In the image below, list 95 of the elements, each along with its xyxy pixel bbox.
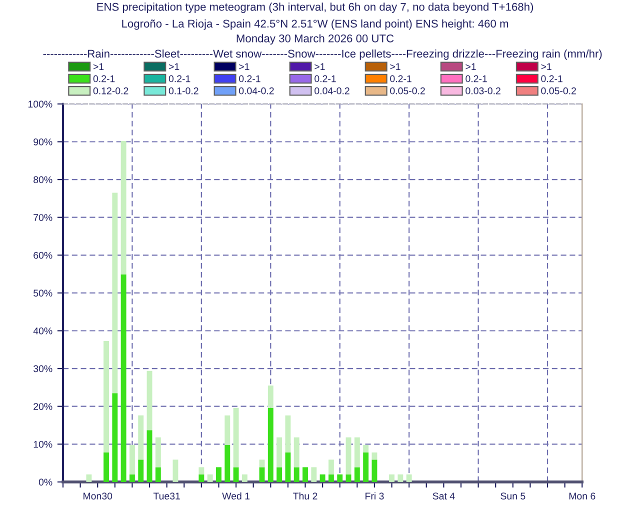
bar [216, 467, 222, 482]
bar [294, 437, 300, 468]
bar [138, 415, 144, 460]
bar [398, 474, 404, 482]
legend-label: 0.2-1 [168, 75, 190, 82]
legend-label: 0.05-0.2 [390, 87, 425, 94]
bar [389, 474, 394, 482]
y-tick-label: 0% [38, 478, 52, 486]
bar [233, 408, 239, 468]
y-tick-label: 20% [34, 403, 52, 410]
chart-title: ENS precipitation type meteogram (3h interval, but 6h on day 7, no data beyond T+168h) [97, 2, 534, 13]
bar [268, 408, 274, 482]
bar [276, 467, 282, 482]
legend-label: 0.2-1 [93, 75, 115, 82]
legend-label: 0.12-0.2 [93, 87, 128, 94]
bar [276, 437, 282, 468]
x-tick-label: Mon30 [84, 492, 112, 500]
legend-label: >1 [466, 63, 476, 70]
bar [129, 474, 135, 482]
legend-label: 0.03-0.2 [466, 87, 500, 94]
legend-label: >1 [93, 63, 104, 70]
bar [372, 460, 378, 482]
y-tick-label: 70% [34, 214, 52, 221]
bar [224, 415, 230, 445]
bar [129, 444, 135, 474]
bar [198, 467, 204, 474]
legend-label: 0.04-0.2 [239, 87, 274, 94]
x-tick-label: Tue31 [153, 492, 180, 500]
bar [138, 460, 144, 482]
legend-label: 0.2-1 [239, 75, 260, 82]
bar [354, 467, 360, 482]
bar [120, 140, 126, 274]
bar [172, 460, 178, 482]
bar [224, 444, 230, 482]
bar [155, 467, 161, 482]
x-tick-label: Fri 3 [366, 492, 384, 500]
bar [198, 474, 204, 482]
bar [328, 460, 334, 474]
bar [285, 452, 291, 482]
x-tick-label: Sun 5 [500, 492, 526, 500]
bar [242, 474, 248, 482]
y-tick-label: 60% [34, 252, 52, 259]
legend-label: >1 [168, 63, 180, 70]
x-tick-label: Wed 1 [222, 492, 250, 500]
legend-label: >1 [541, 63, 552, 70]
bar [363, 452, 369, 482]
bar [337, 474, 343, 482]
bar [346, 437, 352, 474]
legend-label: >1 [239, 63, 250, 70]
bar [207, 474, 213, 482]
y-tick-label: 30% [33, 365, 52, 372]
bar [328, 474, 334, 482]
y-tick-label: 50% [34, 290, 52, 297]
legend-title: ------------Rain------------Sleet---------Wet snow-------Snow-------Ice pellets----Freezing drizzle---Freezing rain (mm/hr) [43, 49, 602, 60]
legend-label: 0.2-1 [466, 75, 487, 82]
bar [406, 474, 412, 482]
bar [363, 444, 369, 452]
bar [104, 452, 109, 482]
y-tick-label: 40% [33, 327, 52, 334]
y-tick-label: 100% [28, 100, 52, 108]
bar [354, 437, 360, 468]
bar [233, 467, 239, 482]
bar [86, 474, 92, 482]
legend-label: >1 [390, 63, 400, 70]
y-tick-label: 10% [34, 440, 52, 448]
x-tick-label: Thu 2 [293, 492, 318, 500]
bar [104, 340, 109, 452]
legend-label: >1 [314, 63, 325, 70]
legend-label: 0.1-0.2 [168, 87, 198, 94]
bar [372, 452, 378, 460]
bar [259, 467, 265, 482]
bar [302, 467, 308, 482]
chart-subtitle: Logroño - La Rioja - Spain 42.5°N 2.51°W (ENS land point) ENS height: 460 m Monday 30 March 2026 00 UTC [122, 19, 508, 45]
bar [320, 474, 326, 482]
x-tick-label: Sat 4 [432, 492, 455, 500]
bar [112, 192, 118, 394]
legend-label: 0.2-1 [390, 75, 412, 82]
legend-label: 0.04-0.2 [314, 87, 350, 94]
bar [285, 415, 291, 452]
bar [146, 370, 152, 430]
bar [112, 393, 118, 482]
bar [146, 430, 152, 482]
legend-label: 0.05-0.2 [541, 87, 576, 94]
bar [294, 467, 300, 482]
bar [259, 460, 265, 468]
y-tick-label: 90% [34, 138, 52, 146]
bar [311, 467, 317, 482]
legend-label: 0.2-1 [541, 75, 562, 82]
bar [268, 386, 274, 408]
bar [155, 437, 161, 468]
legend-label: 0.2-1 [314, 75, 336, 82]
bar [346, 474, 352, 482]
x-tick-label: Mon 6 [569, 492, 596, 500]
bar [120, 274, 126, 482]
y-tick-label: 80% [34, 176, 52, 184]
